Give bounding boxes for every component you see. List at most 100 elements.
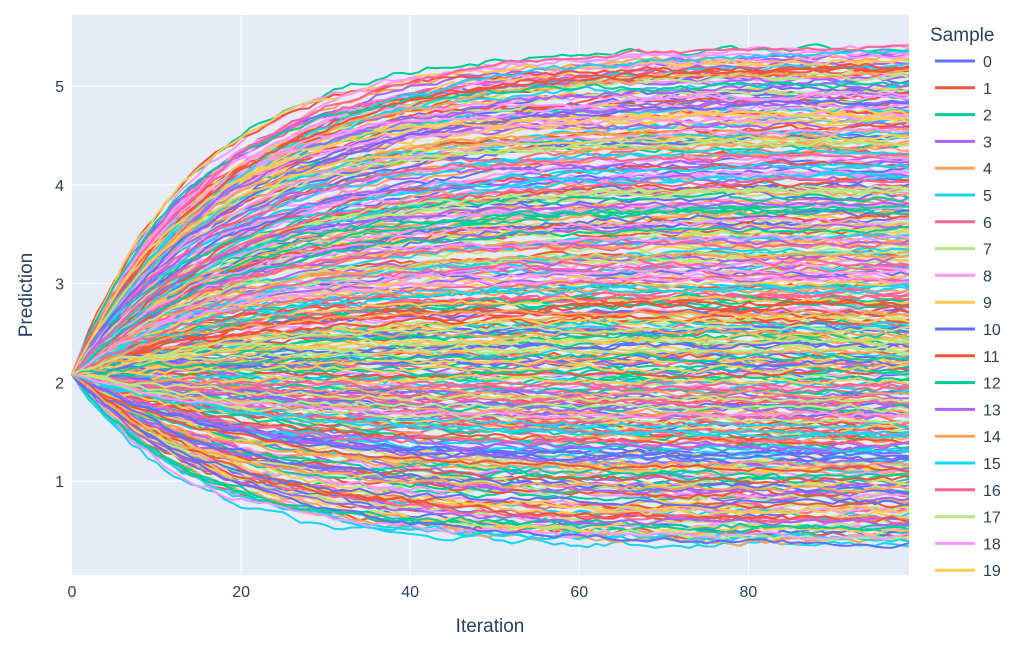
legend-label-4[interactable]: 4 — [983, 161, 992, 178]
background-trace — [71, 373, 910, 495]
background-trace — [71, 363, 910, 376]
legend-label-9[interactable]: 9 — [983, 295, 992, 312]
background-trace — [71, 373, 910, 510]
series-line-1 — [71, 373, 910, 473]
series-line-14 — [71, 373, 910, 493]
series-line-19 — [71, 110, 910, 375]
legend-title: Sample — [930, 25, 994, 46]
background-trace — [71, 314, 910, 376]
background-trace — [71, 372, 910, 400]
series-line-9 — [71, 133, 910, 375]
series-line-15 — [71, 373, 910, 440]
y-tick-label: 1 — [55, 474, 64, 491]
background-trace — [71, 295, 910, 376]
background-trace — [71, 373, 910, 452]
legend-label-19[interactable]: 19 — [983, 563, 1001, 580]
background-trace — [71, 373, 910, 524]
series-line-10 — [71, 373, 910, 549]
legend-label-7[interactable]: 7 — [983, 242, 992, 259]
legend-label-2[interactable]: 2 — [983, 108, 992, 125]
background-trace — [71, 251, 910, 376]
legend-label-5[interactable]: 5 — [983, 188, 992, 205]
background-trace — [71, 337, 910, 376]
series-line-2 — [71, 225, 910, 376]
legend-label-10[interactable]: 10 — [983, 322, 1001, 339]
background-trace — [71, 191, 910, 376]
background-trace — [71, 371, 910, 393]
background-trace — [71, 62, 910, 375]
background-trace — [71, 136, 910, 376]
x-tick-label: 60 — [570, 584, 588, 601]
background-trace — [71, 373, 910, 430]
background-trace — [71, 296, 910, 376]
background-trace — [71, 58, 910, 375]
background-trace — [71, 81, 910, 375]
background-trace — [71, 373, 910, 509]
legend-label-16[interactable]: 16 — [983, 483, 1001, 500]
background-trace — [71, 170, 910, 376]
x-tick-label: 40 — [401, 584, 419, 601]
background-trace — [71, 373, 910, 468]
legend-label-14[interactable]: 14 — [983, 429, 1001, 446]
y-tick-label: 3 — [55, 277, 64, 294]
background-trace — [71, 373, 910, 414]
legend-label-6[interactable]: 6 — [983, 215, 992, 232]
background-trace — [71, 373, 910, 437]
background-trace — [71, 113, 910, 375]
axis-layer: 0 20 40 60 80 1 2 3 4 5 — [55, 79, 757, 601]
background-trace — [71, 367, 910, 380]
background-trace — [71, 373, 910, 449]
legend-label-12[interactable]: 12 — [983, 376, 1001, 393]
background-trace — [71, 152, 910, 375]
x-axis-title: Iteration — [456, 616, 525, 637]
background-trace — [71, 139, 910, 375]
background-trace — [71, 222, 910, 376]
background-trace — [71, 217, 910, 376]
background-trace — [71, 373, 910, 389]
y-tick-label: 2 — [55, 375, 64, 392]
background-trace — [71, 373, 910, 541]
legend-label-17[interactable]: 17 — [983, 510, 1001, 527]
y-tick-label: 4 — [55, 178, 64, 195]
background-trace — [71, 184, 910, 376]
series-line-11 — [71, 66, 910, 375]
background-trace — [71, 147, 910, 376]
background-trace — [71, 332, 910, 376]
x-tick-label: 80 — [739, 584, 757, 601]
legend-label-18[interactable]: 18 — [983, 536, 1001, 553]
legend-label-11[interactable]: 11 — [983, 349, 1000, 366]
series-line-12 — [71, 352, 910, 376]
background-trace — [71, 373, 910, 415]
background-trace — [71, 285, 910, 376]
background-trace — [71, 300, 910, 376]
series-line-0 — [71, 99, 910, 375]
background-trace — [71, 373, 910, 515]
x-tick-label: 0 — [68, 584, 77, 601]
series-line-16 — [71, 176, 910, 376]
background-trace — [71, 353, 910, 378]
series-line-13 — [71, 200, 910, 376]
series-line-18 — [71, 373, 910, 419]
legend-label-3[interactable]: 3 — [983, 134, 992, 151]
series-layer — [71, 43, 910, 549]
legend-label-13[interactable]: 13 — [983, 402, 1001, 419]
background-trace — [71, 343, 910, 378]
background-trace — [71, 340, 910, 376]
series-line-7 — [71, 373, 909, 403]
background-trace — [71, 373, 910, 405]
background-trace — [71, 373, 910, 536]
background-trace — [71, 239, 910, 376]
background-trace — [71, 372, 910, 386]
background-trace — [71, 273, 910, 376]
legend-label-8[interactable]: 8 — [983, 268, 992, 285]
background-trace — [71, 102, 910, 375]
series-line-17 — [71, 324, 910, 376]
legend-label-1[interactable]: 1 — [983, 81, 992, 98]
background-trace — [71, 281, 910, 376]
legend-label-15[interactable]: 15 — [983, 456, 1001, 473]
y-axis-title: Prediction — [16, 253, 37, 338]
legend-label-0[interactable]: 0 — [983, 54, 992, 71]
background-trace — [71, 258, 910, 376]
